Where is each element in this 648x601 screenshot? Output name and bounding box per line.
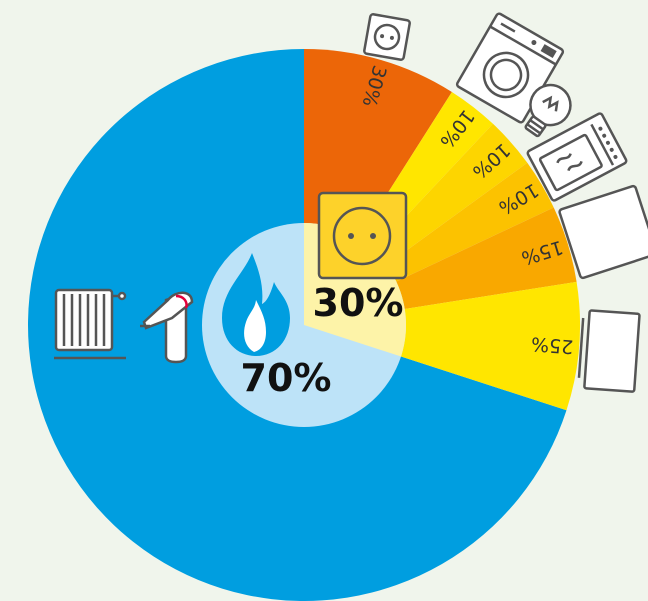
oven-icon [526, 112, 628, 202]
power-socket-icon [363, 13, 411, 61]
electric-share-label: 30% [313, 281, 404, 325]
refrigerator-icon [558, 184, 648, 280]
gas-flame-icon [222, 253, 290, 356]
pie-slice-electric-5 [304, 281, 580, 411]
radiator-icon [54, 288, 127, 360]
slice-label-electric-5: 25% [530, 332, 574, 357]
tv-icon [577, 309, 641, 393]
water-tap-icon [140, 291, 194, 364]
power-socket-badge-icon [317, 191, 408, 280]
gas-share-label: 70% [241, 356, 332, 400]
light-bulb-icon [524, 83, 572, 138]
